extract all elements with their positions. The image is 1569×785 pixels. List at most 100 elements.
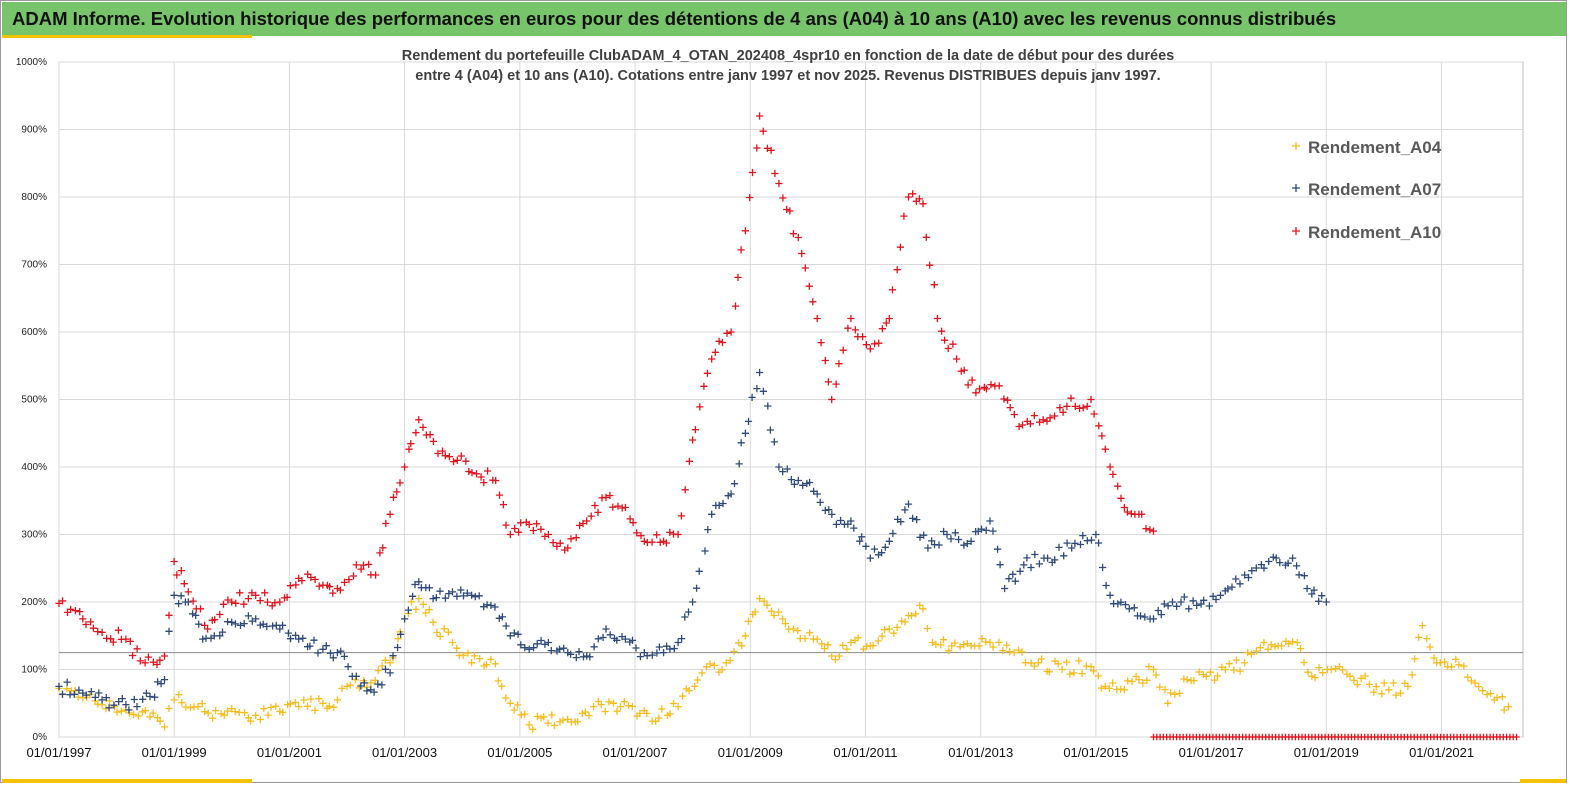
- data-point: [487, 601, 495, 609]
- data-point: [691, 682, 699, 690]
- data-point: [1272, 554, 1280, 562]
- data-point: [204, 625, 212, 633]
- data-point: [656, 538, 664, 546]
- data-point: [75, 686, 83, 694]
- data-point: [389, 493, 398, 501]
- data-point: [340, 578, 349, 586]
- data-point: [763, 601, 771, 609]
- data-point: [878, 549, 886, 557]
- data-point: [719, 499, 727, 508]
- data-point: [74, 693, 82, 701]
- data-point: [326, 649, 335, 657]
- data-point: [666, 528, 674, 536]
- data-point: [1185, 605, 1193, 613]
- data-point: [411, 580, 419, 589]
- data-point: [1418, 622, 1426, 630]
- data-point: [1000, 395, 1008, 403]
- data-point: [1289, 638, 1297, 646]
- data-point: [995, 638, 1003, 646]
- data-point: [134, 712, 142, 720]
- data-point: [1230, 666, 1238, 674]
- data-point: [701, 547, 709, 555]
- data-point: [718, 338, 727, 347]
- data-point: [475, 592, 483, 600]
- data-point: [893, 266, 901, 274]
- data-point: [1067, 394, 1075, 402]
- data-point: [448, 638, 457, 647]
- data-point: [919, 200, 927, 208]
- data-point: [955, 535, 963, 544]
- data-point: [1350, 676, 1358, 684]
- data-point: [333, 696, 341, 704]
- data-point: [111, 703, 119, 711]
- data-point: [267, 703, 275, 711]
- data-point: [1308, 672, 1316, 680]
- data-point: [379, 544, 387, 552]
- data-point: [594, 508, 602, 516]
- data-point: [537, 636, 545, 645]
- data-point: [1236, 667, 1244, 675]
- data-point: [244, 595, 252, 603]
- data-point: [818, 640, 826, 648]
- data-point: [583, 517, 591, 525]
- data-point: [533, 640, 541, 648]
- data-point: [1252, 564, 1260, 572]
- data-point: [1101, 682, 1109, 690]
- data-point: [125, 706, 133, 714]
- data-point: [1236, 580, 1244, 588]
- data-point: [609, 699, 618, 707]
- data-point: [307, 573, 315, 582]
- data-point: [491, 603, 499, 611]
- data-point: [468, 591, 476, 599]
- data-point: [1035, 560, 1043, 568]
- data-point: [1071, 402, 1079, 410]
- data-point: [319, 699, 327, 707]
- data-point: [767, 607, 775, 615]
- data-point: [1031, 550, 1039, 559]
- data-point: [597, 701, 605, 709]
- data-point: [276, 625, 284, 633]
- data-point: [820, 644, 829, 653]
- data-point: [1120, 503, 1128, 512]
- data-point: [1256, 644, 1264, 652]
- data-point: [1138, 510, 1146, 518]
- x-tick-label: 01/01/2011: [833, 745, 897, 760]
- data-point: [711, 348, 719, 356]
- data-point: [753, 144, 761, 152]
- data-point: [151, 693, 159, 701]
- data-point: [397, 630, 405, 638]
- data-point: [909, 190, 917, 198]
- data-point: [583, 652, 591, 660]
- data-point: [1361, 672, 1369, 680]
- data-point: [1389, 679, 1398, 687]
- data-point: [1063, 539, 1071, 547]
- data-point: [723, 329, 731, 337]
- data-point: [457, 586, 465, 594]
- data-point: [248, 589, 256, 597]
- data-point: [989, 527, 997, 535]
- data-point: [741, 632, 749, 640]
- data-point: [636, 653, 644, 661]
- data-point: [1216, 591, 1225, 599]
- data-point: [525, 645, 533, 653]
- data-point: [885, 314, 893, 323]
- data-point: [471, 593, 479, 601]
- data-point: [540, 713, 548, 721]
- data-point: [63, 678, 71, 686]
- data-point: [748, 168, 757, 177]
- data-point: [63, 685, 71, 693]
- data-point: [1054, 660, 1062, 668]
- legend-item-Rendement_A04: Rendement_A04: [1292, 138, 1442, 157]
- data-point: [218, 628, 227, 636]
- legend-item-Rendement_A10: Rendement_A10: [1292, 223, 1441, 242]
- data-point: [559, 716, 567, 724]
- data-point: [982, 385, 990, 393]
- data-point: [798, 249, 806, 258]
- data-point: [449, 458, 458, 466]
- data-point: [381, 656, 389, 664]
- data-point: [1139, 679, 1147, 687]
- data-point: [412, 605, 420, 613]
- data-point: [325, 702, 333, 710]
- x-tick-label: 01/01/2013: [948, 745, 1013, 760]
- legend-label: Rendement_A07: [1308, 180, 1441, 199]
